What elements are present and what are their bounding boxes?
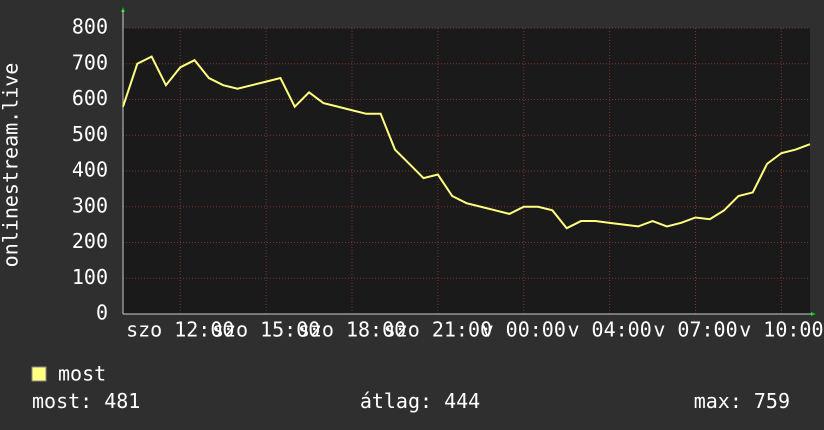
line — [122, 55, 811, 230]
stat: most: 481 — [32, 389, 140, 413]
x-tick-label: szo 21:00 — [384, 318, 492, 342]
stat-label: átlag: — [360, 389, 432, 413]
y-tick-label: 700 — [72, 50, 108, 74]
x-tick-label: v 07:00 — [653, 318, 737, 342]
y-tick-label: 300 — [72, 193, 108, 217]
stat-value: 759 — [754, 389, 790, 413]
y-tick-label: 200 — [72, 229, 108, 253]
y-axis-label: onlinestream.live — [0, 63, 23, 268]
y-tick-label: 600 — [72, 86, 108, 110]
axis-arrow — [121, 7, 125, 12]
x-tick-label: szo 15:00 — [212, 318, 320, 342]
y-tick-label: 500 — [72, 122, 108, 146]
x-tick-label: v 10:00 — [739, 318, 823, 342]
y-tick-label: 400 — [72, 158, 108, 182]
x-tick-label: szo 18:00 — [298, 318, 406, 342]
y-tick-label: 800 — [72, 15, 108, 39]
stat: átlag: 444 — [360, 389, 480, 413]
legend-swatch — [31, 366, 47, 382]
axis-arrow — [811, 312, 816, 316]
x-tick-label: v 00:00 — [482, 318, 566, 342]
stat-label: most: — [32, 389, 92, 413]
stat: max: 759 — [694, 389, 790, 413]
y-tick-label: 100 — [72, 265, 108, 289]
y-tick-label: 0 — [96, 301, 108, 325]
x-tick-label: szo 12:00 — [126, 318, 234, 342]
plot-area — [123, 28, 810, 314]
legend-label: most — [58, 362, 106, 386]
stat-label: max: — [694, 389, 742, 413]
stat-value: 444 — [444, 389, 480, 413]
x-tick-label: v 04:00 — [567, 318, 651, 342]
stat-value: 481 — [104, 389, 140, 413]
